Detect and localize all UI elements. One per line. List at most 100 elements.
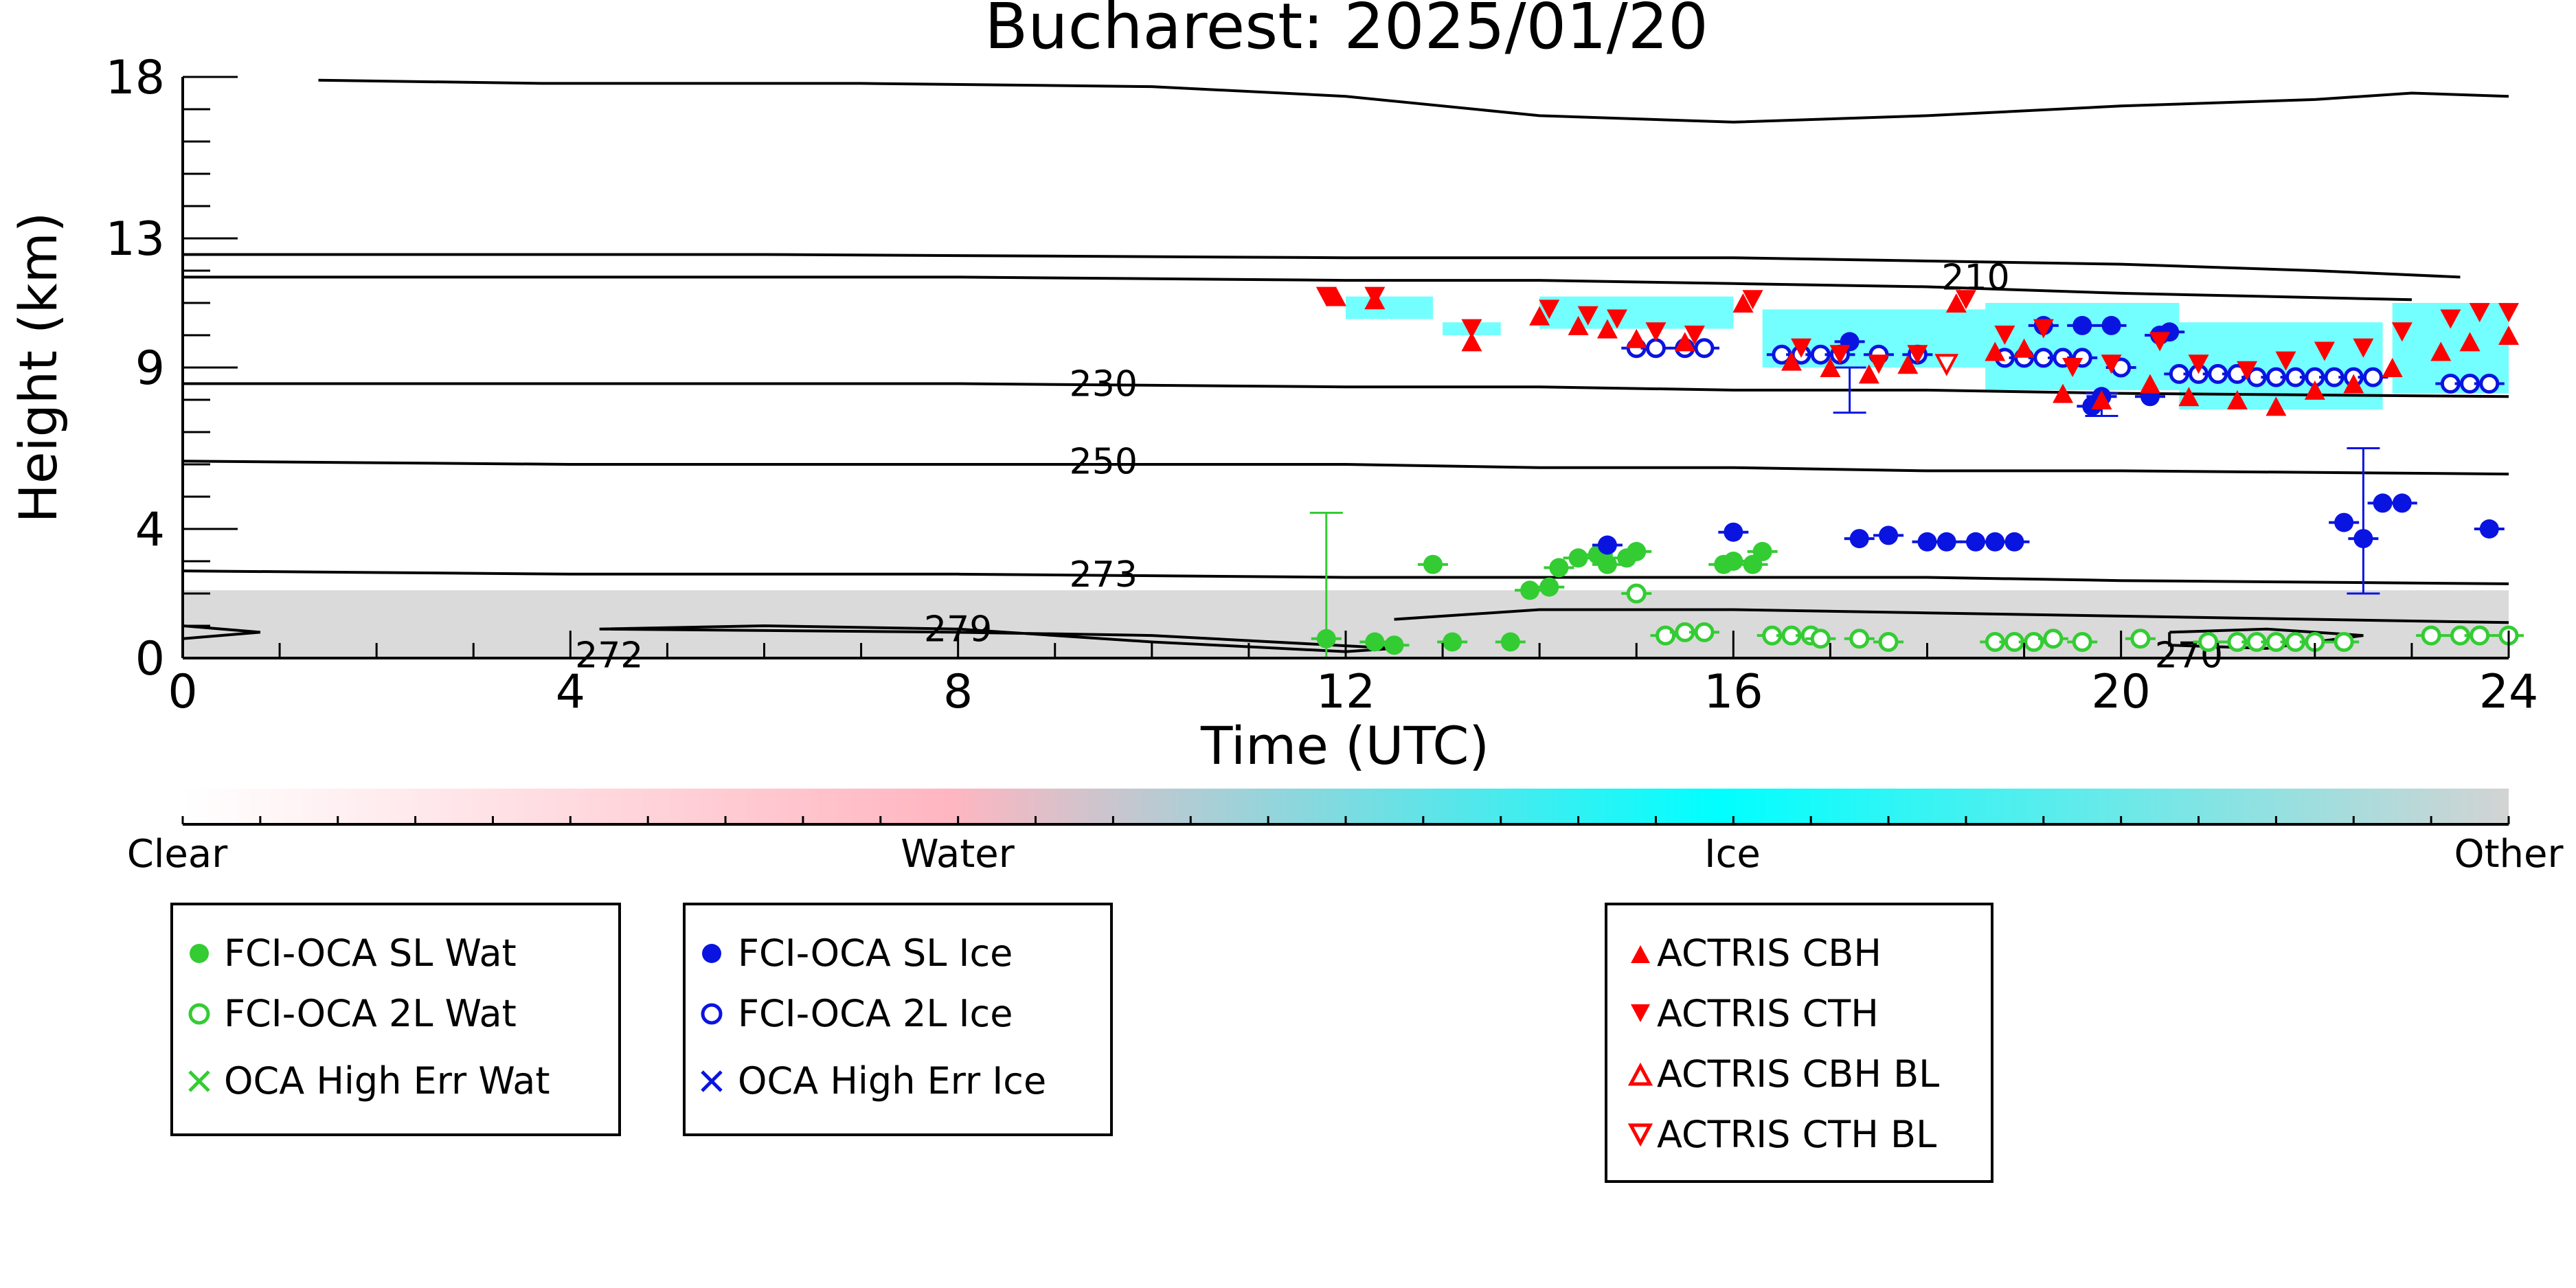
point-actris-cbh [1325, 286, 1346, 306]
point-actris-cth-bl [1934, 354, 1959, 376]
point-fci-oca-sl-wat [1443, 632, 1462, 652]
point-fci-oca-sl-ice [2101, 315, 2121, 335]
point-actris-cth [1364, 286, 1386, 306]
legend-marker-cth [1631, 1004, 1650, 1022]
x-tick-label: 0 [168, 665, 197, 719]
point-actris-cbh [1858, 364, 1879, 384]
contour-line [183, 253, 2461, 279]
y-tick-label: 4 [135, 503, 165, 557]
legend-marker-higherr-ice [701, 1070, 723, 1092]
colorbar-ticks [181, 816, 2510, 824]
contour-line [1394, 608, 2509, 624]
legend-label-cbh-bl: ACTRIS CBH BL [1657, 1052, 1939, 1096]
point-fci-oca-sl-ice [1724, 522, 1743, 542]
point-actris-cth [1994, 326, 2015, 345]
y-ticks: 0 4 9 13 18 [105, 51, 238, 686]
point-fci-oca-sl-ice [1936, 532, 1956, 552]
contour-label: 210 [1941, 257, 2009, 298]
point-fci-oca-2l-wat [1810, 629, 1831, 649]
contour-line [183, 275, 2412, 302]
point-actris-cbh [2266, 396, 2287, 416]
point-actris-cth [1907, 345, 1928, 365]
x-tick-label: 4 [556, 665, 585, 719]
point-actris-cbh [1568, 315, 1589, 335]
legend-label-2l-wat: FCI-OCA 2L Wat [224, 992, 517, 1035]
point-actris-cth [1791, 338, 1812, 358]
point-fci-oca-2l-ice [2362, 367, 2383, 387]
point-actris-cth [1539, 300, 1560, 319]
y-axis-label: Height (km) [8, 212, 69, 523]
point-fci-oca-sl-ice [2479, 519, 2499, 539]
point-actris-cbh [1985, 341, 2006, 361]
point-actris-cth [2498, 303, 2519, 323]
legend-label-2l-ice: FCI-OCA 2L Ice [738, 992, 1013, 1035]
point-actris-cbh [2459, 332, 2481, 352]
point-actris-cbh [2382, 358, 2403, 377]
legend-label-higherr-wat: OCA High Err Wat [224, 1059, 550, 1103]
chart-title: Bucharest: 2025/01/20 [984, 0, 1708, 63]
point-fci-oca-sl-ice [2334, 512, 2354, 532]
point-fci-oca-sl-ice [1597, 535, 1617, 555]
point-fci-oca-sl-ice [1917, 532, 1937, 552]
point-actris-cbh [1674, 332, 1695, 352]
point-fci-oca-2l-wat [2043, 629, 2064, 649]
point-actris-cbh [2343, 374, 2364, 394]
contour-line [182, 569, 2509, 585]
point-fci-oca-2l-wat [1656, 625, 1676, 646]
ice-class-patch [1346, 296, 1433, 319]
point-actris-cbh [1732, 293, 1754, 313]
point-actris-cth [2275, 351, 2296, 371]
point-fci-oca-sl-ice [2072, 315, 2092, 335]
point-fci-oca-2l-wat [2421, 625, 2441, 646]
legend-marker-sl-ice [702, 944, 721, 963]
contour-label: 250 [1070, 441, 1138, 482]
legend-label-higherr-ice: OCA High Err Ice [738, 1059, 1046, 1103]
y-tick-label: 9 [135, 341, 165, 396]
point-actris-cth [1577, 306, 1598, 326]
x-axis-label: Time (UTC) [1200, 715, 1489, 776]
point-actris-cbh [1945, 293, 1967, 313]
x-tick-label: 8 [943, 665, 973, 719]
point-fci-oca-sl-ice [2004, 532, 2024, 552]
contour-line [183, 382, 2509, 398]
point-fci-oca-2l-wat [2198, 632, 2219, 652]
y-tick-label: 13 [105, 212, 165, 267]
legend-actris-frame [1605, 903, 1993, 1183]
point-fci-oca-2l-ice [1645, 338, 1666, 359]
point-actris-cth [2440, 309, 2461, 329]
legend-water-frame [170, 903, 621, 1136]
data-points [1311, 286, 2524, 655]
point-fci-oca-sl-wat [1549, 558, 1569, 578]
point-actris-cth [2188, 354, 2209, 374]
point-actris-cbh [1529, 306, 1550, 326]
point-fci-oca-2l-wat [2072, 632, 2092, 652]
point-actris-cth [2314, 341, 2335, 361]
colorbar-label-clear: Clear [127, 832, 228, 877]
point-actris-cth [1645, 322, 1667, 342]
point-fci-oca-sl-wat [1724, 552, 1743, 571]
point-actris-cbh [2053, 383, 2074, 403]
point-fci-oca-sl-wat [1597, 554, 1617, 574]
point-actris-cbh [1897, 354, 1919, 374]
point-actris-cbh [1596, 319, 1618, 339]
legend-water: FCI-OCA SL Wat FCI-OCA 2L Wat OCA High E… [170, 903, 621, 1136]
point-fci-oca-2l-ice [1694, 338, 1715, 359]
point-actris-cbh [1781, 351, 1802, 371]
point-actris-cbh [2139, 374, 2160, 394]
point-actris-cth [2469, 303, 2490, 323]
point-fci-oca-2l-wat [1694, 622, 1715, 642]
point-fci-oca-2l-wat [1878, 632, 1899, 652]
contour-line [182, 624, 261, 640]
point-actris-cth [1742, 290, 1763, 310]
legend-marker-sl-wat [190, 944, 209, 963]
point-fci-oca-sl-ice [2392, 493, 2412, 513]
point-fci-oca-sl-wat [1568, 548, 1588, 568]
point-actris-cth [1461, 319, 1482, 339]
point-fci-oca-sl-wat [1384, 635, 1404, 655]
point-actris-cth [1955, 290, 1976, 310]
legend-marker-2l-wat [188, 1003, 210, 1025]
y-tick-label: 0 [135, 632, 165, 686]
point-fci-oca-sl-ice [1879, 526, 1899, 545]
point-fci-oca-2l-wat [2130, 629, 2151, 649]
point-actris-cth [2391, 322, 2413, 342]
